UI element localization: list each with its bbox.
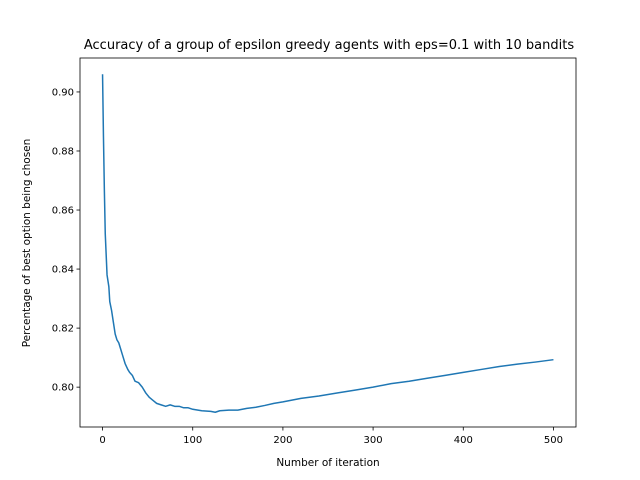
axes: 0 100 200 300 400 500 0.80 0.82 0.84 0.86 0.88 0.90 [52, 57, 577, 446]
chart-title: Accuracy of a group of epsilon greedy ag… [84, 38, 574, 53]
plot-frame [79, 57, 577, 428]
y-tick-label-5: 0.90 [52, 87, 74, 98]
y-axis-label: Percentage of best option being chosen [21, 139, 33, 348]
y-tick-label-1: 0.82 [52, 324, 74, 335]
x-axis-label: Number of iteration [276, 457, 379, 469]
series-line-0 [101, 74, 554, 413]
y-tick-label-0: 0.80 [52, 383, 74, 394]
y-tick-label-2: 0.84 [52, 265, 74, 276]
x-tick-label-400: 400 [454, 435, 473, 446]
x-tick-label-200: 200 [273, 435, 292, 446]
y-tick-label-3: 0.86 [52, 206, 74, 217]
y-tick-label-4: 0.88 [52, 146, 74, 157]
x-tick-label-500: 500 [544, 435, 563, 446]
x-tick-label-0: 0 [99, 435, 105, 446]
x-tick-label-100: 100 [183, 435, 202, 446]
x-tick-label-300: 300 [364, 435, 383, 446]
